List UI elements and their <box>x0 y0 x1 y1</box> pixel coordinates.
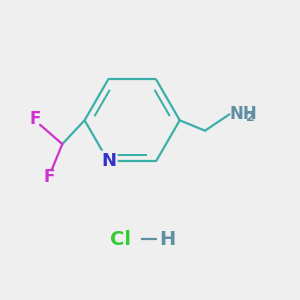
Text: NH: NH <box>230 105 257 123</box>
Text: 2: 2 <box>246 111 254 124</box>
Text: H: H <box>160 230 176 249</box>
Text: N: N <box>101 152 116 170</box>
Text: F: F <box>43 168 55 186</box>
Text: F: F <box>30 110 41 128</box>
Text: Cl: Cl <box>110 230 131 249</box>
